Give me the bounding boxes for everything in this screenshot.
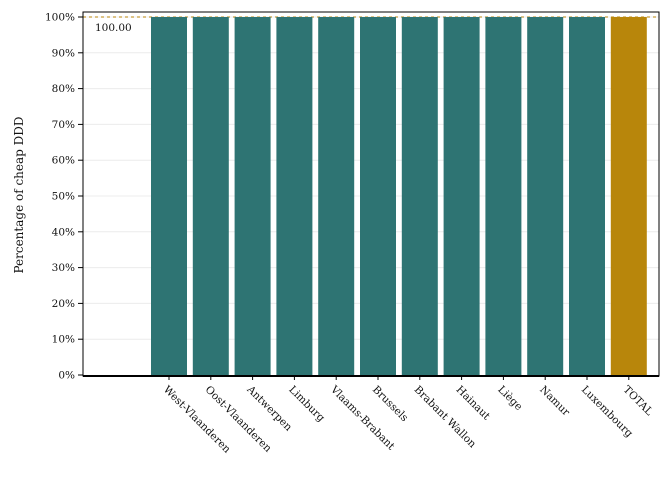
y-tick-label: 30% [52, 262, 75, 274]
y-tick-label: 80% [52, 83, 75, 95]
bar-li-ge [485, 17, 522, 375]
bars [151, 17, 647, 375]
bar-west-vlaanderen [151, 17, 187, 375]
reference-line-label: 100.00 [95, 22, 132, 34]
bar-luxembourg [569, 17, 605, 375]
bar-brussels [360, 17, 396, 375]
bar-antwerpen [234, 17, 271, 375]
bar-brabant-wallon [401, 17, 438, 375]
y-tick-label: 50% [52, 191, 75, 203]
bar-vlaams-brabant [318, 17, 355, 375]
bar-hainaut [443, 17, 480, 375]
y-tick-label: 100% [45, 12, 75, 24]
y-tick-label: 90% [52, 47, 75, 59]
y-tick-label: 10% [52, 334, 75, 346]
y-axis: 0% 10% 20% 30% 40% 50% 60% 70% 80% 90% 100% [45, 12, 83, 382]
bar-limburg [276, 17, 313, 375]
y-tick-label: 20% [52, 298, 75, 310]
y-tick-label: 0% [58, 370, 75, 382]
plot-frame [82, 11, 660, 377]
y-tick-label: 40% [52, 226, 75, 238]
y-tick-label: 70% [52, 119, 75, 131]
bar-oost-vlaanderen [192, 17, 229, 375]
bar-namur [527, 17, 564, 375]
y-axis-title: Percentage of cheap DDD [12, 116, 26, 273]
bar-total [610, 17, 647, 375]
y-tick-label: 60% [52, 155, 75, 167]
